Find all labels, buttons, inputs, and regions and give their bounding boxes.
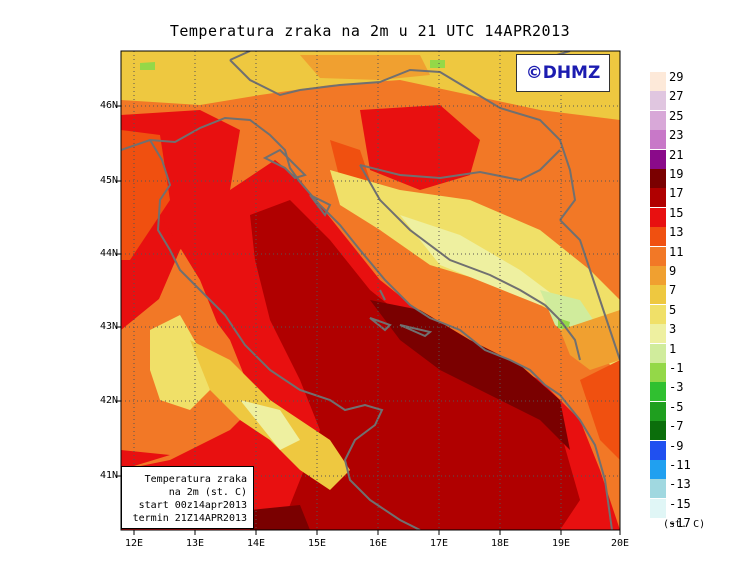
legend-label: -17 <box>669 516 691 531</box>
info-line-4: termin 21Z14APR2013 <box>132 513 247 524</box>
lat-label-43n: 43N <box>99 321 118 332</box>
legend-swatch <box>650 343 666 363</box>
legend-swatch <box>650 304 666 324</box>
legend-label: -1 <box>669 361 684 375</box>
legend-label: -11 <box>669 458 691 472</box>
dhmz-logo: ©DHMZ <box>516 54 610 92</box>
legend-swatch <box>650 421 666 441</box>
info-line-2: na 2m (st. C) <box>168 487 247 498</box>
axis-ticks <box>116 105 621 535</box>
legend-swatch <box>650 149 666 169</box>
lat-label-41n: 41N <box>99 470 118 481</box>
legend-label: 21 <box>669 147 684 162</box>
lon-label-18e: 18E <box>490 538 510 549</box>
lon-label-17e: 17E <box>429 538 449 549</box>
legend-label: 3 <box>669 322 677 337</box>
legend-label: -7 <box>669 419 684 434</box>
lon-label-13e: 13E <box>185 538 205 549</box>
legend-label: 7 <box>669 283 677 298</box>
legend-swatch <box>650 460 666 479</box>
legend-label: 1 <box>669 341 677 356</box>
legend-swatch <box>650 207 666 227</box>
legend-label: 9 <box>669 264 677 278</box>
lon-label-19e: 19E <box>551 538 571 549</box>
lon-label-15e: 15E <box>307 538 327 549</box>
lon-label-14e: 14E <box>246 538 266 549</box>
legend-label: 15 <box>669 205 684 220</box>
map-frame <box>120 50 621 531</box>
legend-swatch <box>650 130 666 150</box>
legend-swatch <box>650 401 666 421</box>
legend-swatch <box>650 188 666 208</box>
legend-swatch <box>650 285 666 305</box>
lon-label-16e: 16E <box>368 538 388 549</box>
legend-swatch <box>650 169 666 188</box>
legend-label: -13 <box>669 477 691 492</box>
legend-label: -5 <box>669 399 684 414</box>
info-box: Temperatura zraka na 2m (st. C) start 00… <box>121 466 254 529</box>
legend-swatch <box>650 246 666 266</box>
legend-label: 29 <box>669 70 684 84</box>
legend-swatch <box>650 440 666 460</box>
legend-label: -15 <box>669 496 691 511</box>
legend-swatch <box>650 110 666 130</box>
legend-label: -3 <box>669 380 684 395</box>
legend-label: -9 <box>669 438 684 453</box>
lon-label-20e: 20E <box>610 538 630 549</box>
info-line-3: start 00z14apr2013 <box>138 500 247 511</box>
legend-swatch <box>650 363 666 382</box>
legend-label: 11 <box>669 244 684 259</box>
legend-swatch <box>650 72 666 91</box>
legend-label: 19 <box>669 167 684 181</box>
lat-label-46n: 46N <box>99 100 118 111</box>
legend-swatch <box>650 227 666 247</box>
legend-swatch <box>650 266 666 285</box>
lon-label-12e: 12E <box>124 538 144 549</box>
coastlines-borders <box>121 51 620 530</box>
lat-label-42n: 42N <box>99 395 118 406</box>
info-line-1: Temperatura zraka <box>144 474 247 485</box>
legend-swatch <box>650 498 666 518</box>
legend-swatch <box>650 91 666 111</box>
legend-units: (st. C) <box>663 519 706 530</box>
legend-label: 23 <box>669 128 684 143</box>
legend-label: 25 <box>669 108 684 123</box>
legend-label: 27 <box>669 89 684 104</box>
legend-swatch <box>650 324 666 344</box>
legend-swatch <box>650 382 666 402</box>
legend-label: 13 <box>669 225 684 240</box>
legend-label: 17 <box>669 186 684 201</box>
lat-label-45n: 45N <box>99 175 118 186</box>
lat-label-44n: 44N <box>99 248 118 259</box>
map-title: Temperatura zraka na 2m u 21 UTC 14APR20… <box>169 22 571 40</box>
legend-swatch <box>650 518 666 538</box>
legend-label: 5 <box>669 302 677 317</box>
legend-swatch <box>650 479 666 499</box>
